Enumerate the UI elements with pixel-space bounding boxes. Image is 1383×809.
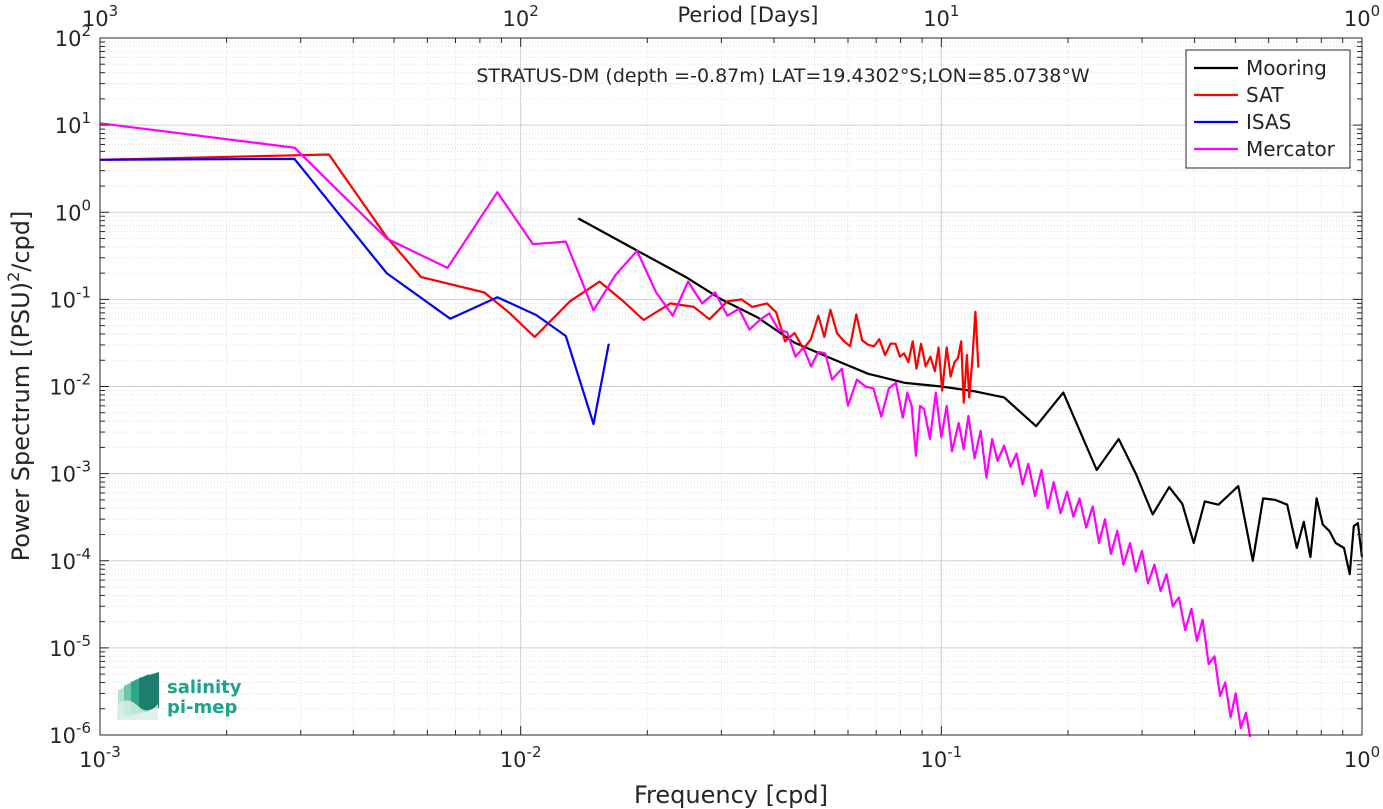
top-tick-labels: 103 102 101 100 bbox=[82, 2, 1380, 31]
logo-mark bbox=[117, 672, 159, 720]
x-tick-label: 100 bbox=[1344, 743, 1380, 772]
tick-marks bbox=[99, 37, 1363, 736]
legend-label-mooring: Mooring bbox=[1246, 56, 1327, 80]
logo-text-line1: salinity bbox=[167, 677, 242, 698]
salinity-pi-mep-logo: salinity pi-mep bbox=[117, 672, 242, 720]
legend-label-isas: ISAS bbox=[1246, 110, 1291, 134]
series-line-isas bbox=[99, 157, 610, 426]
legend-label-mercator: Mercator bbox=[1246, 137, 1336, 161]
chart-title: STRATUS-DM (depth =-0.87m) LAT=19.4302°S… bbox=[476, 65, 1090, 87]
logo-text-line2: pi-mep bbox=[167, 697, 237, 718]
y-tick-label: 10-4 bbox=[49, 545, 91, 574]
legend-label-sat: SAT bbox=[1246, 83, 1284, 107]
y-tick-label: 10-2 bbox=[49, 371, 91, 400]
y-axis-label: Power Spectrum [(PSU)2/cpd] bbox=[4, 211, 35, 562]
top-tick-label: 102 bbox=[503, 2, 539, 31]
x-tick-label: 10-1 bbox=[920, 743, 962, 772]
series-line-mooring bbox=[577, 217, 1364, 576]
x-axis-label: Frequency [cpd] bbox=[634, 781, 828, 809]
series-layer bbox=[99, 122, 1364, 738]
top-axis-label: Period [Days] bbox=[678, 3, 819, 27]
legend: Mooring SAT ISAS Mercator bbox=[1185, 49, 1351, 169]
series-line-sat bbox=[99, 153, 980, 404]
y-tick-label: 10-5 bbox=[49, 632, 91, 661]
y-tick-label: 101 bbox=[55, 109, 91, 138]
series-line-mercator bbox=[99, 122, 1252, 738]
